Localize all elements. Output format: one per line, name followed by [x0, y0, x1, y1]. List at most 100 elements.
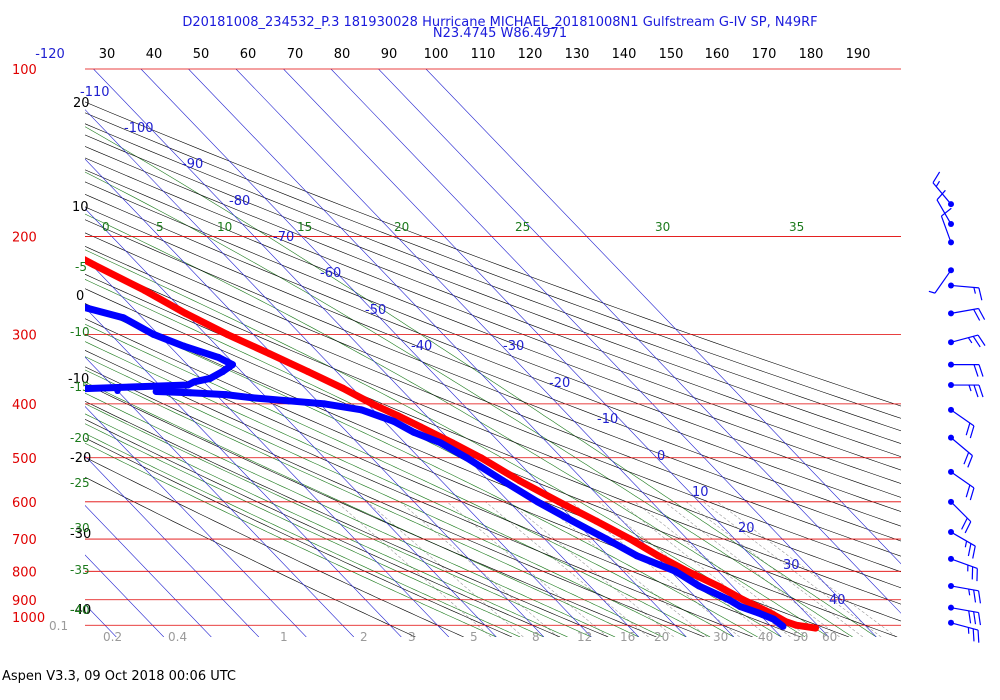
- mixing-ratio-label: 60: [822, 630, 837, 644]
- wind-barb-staff: [950, 284, 979, 289]
- wind-barb-flag: [932, 171, 941, 184]
- wind-barb: [948, 434, 974, 468]
- wind-barb-flag: [968, 610, 972, 624]
- dewpoint-profile-upper-point: [150, 330, 158, 338]
- wind-barb-flag: [965, 484, 971, 498]
- mixing-ratio-line: [509, 501, 674, 637]
- moist-adiabat-label: 15: [297, 220, 312, 234]
- isotherm-line: [0, 69, 21, 637]
- dewpoint-profile-upper-point: [69, 301, 76, 308]
- top-scale-label: 180: [799, 47, 824, 62]
- wind-barb-flag: [965, 422, 971, 436]
- moist-adiabat-line: [85, 433, 521, 637]
- wind-barb-staff: [950, 334, 979, 343]
- dry-adiabat-line: [85, 181, 901, 498]
- isotherm-line: [140, 69, 687, 637]
- isotherm-label: 40: [829, 593, 846, 608]
- mixing-ratio-label: 20: [654, 630, 669, 644]
- mixing-ratio-label: 5: [470, 630, 478, 644]
- top-scale-label: 30: [99, 47, 116, 62]
- isotherm-line: [85, 109, 592, 637]
- isotherm-label: -20: [549, 376, 570, 391]
- dewpoint-profile-point: [633, 552, 641, 560]
- dewpoint-profile-point: [779, 622, 787, 630]
- top-scale-label: -120: [35, 47, 65, 62]
- dry-adiabat-line: [85, 366, 705, 637]
- dewpoint-profile-point: [569, 517, 577, 525]
- mixing-ratio-label: 30: [713, 630, 728, 644]
- moist-adiabat-label: 25: [515, 220, 530, 234]
- dry-adiabat-line: [85, 246, 901, 573]
- dry-adiabat-line: [85, 112, 901, 419]
- temperature-profile-point: [0, 207, 3, 214]
- wind-barb-flag: [973, 611, 977, 625]
- temperature-profile-point: [714, 582, 722, 590]
- dry-adiabat-line: [85, 273, 901, 605]
- wind-barb-staff: [950, 531, 976, 547]
- temperature-profile-point: [626, 535, 634, 543]
- top-scale-label: 80: [334, 47, 351, 62]
- temperature-profile-point: [394, 412, 402, 420]
- mixing-ratio-label: 0.4: [168, 630, 187, 644]
- dry-adiabat-label: -20: [70, 451, 91, 466]
- wind-barb: [948, 555, 978, 582]
- wind-barb: [932, 171, 954, 208]
- wind-barb: [948, 498, 972, 534]
- dry-adiabat-line: [85, 123, 901, 432]
- temperature-profile-point: [516, 477, 524, 485]
- top-scale-label: 130: [565, 47, 590, 62]
- temperature-profile-point: [182, 309, 190, 317]
- chart-subtitle: N23.4745 W86.4971: [432, 26, 568, 41]
- dry-adiabat-line: [85, 219, 901, 542]
- wind-barb-staff: [950, 409, 975, 427]
- moist-adiabat-label: 10: [217, 220, 232, 234]
- mixing-ratio-label: 8: [532, 630, 540, 644]
- dry-adiabat-label: 10: [72, 200, 89, 215]
- isotherm-line: [85, 603, 117, 637]
- top-scale-label: 150: [659, 47, 684, 62]
- isotherm-line: [85, 257, 450, 637]
- dry-adiabat-line: [85, 288, 901, 622]
- moist-adiabat-label: -5: [75, 260, 87, 274]
- dewpoint-profile-point: [672, 567, 680, 575]
- isotherm-label: 30: [783, 558, 800, 573]
- pressure-tick-label: 800: [12, 565, 37, 580]
- isotherm-label: -10: [597, 412, 618, 427]
- temperature-profile-point: [141, 286, 149, 294]
- moist-adiabat-label: 0: [102, 220, 110, 234]
- dry-adiabat-line: [85, 400, 609, 637]
- wind-barb-flag: [941, 207, 952, 217]
- wind-barb-flag: [964, 521, 972, 534]
- wind-barb-flag: [978, 384, 984, 398]
- top-scale-label: 120: [518, 47, 543, 62]
- dry-adiabat-line: [85, 333, 802, 637]
- wind-barb: [948, 361, 984, 377]
- wind-barb-half-flag: [967, 337, 973, 344]
- footer-text: Aspen V3.3, 09 Oct 2018 00:06 UTC: [2, 669, 236, 684]
- temperature-profile-point: [90, 261, 98, 269]
- wind-barbs: [928, 171, 986, 643]
- dry-adiabat-line: [85, 157, 901, 471]
- dewpoint-profile-point: [437, 439, 445, 447]
- moist-adiabat-label: 20: [394, 220, 409, 234]
- dewpoint-profile-point: [725, 596, 733, 604]
- mixing-ratio-line: [618, 501, 791, 637]
- dry-adiabat-line: [85, 418, 561, 637]
- top-scale-label: 70: [287, 47, 304, 62]
- wind-barb-half-flag: [964, 540, 968, 548]
- moist-adiabat-label: 30: [655, 220, 670, 234]
- pressure-tick-label: 600: [12, 496, 37, 511]
- dewpoint-profile-point: [499, 477, 507, 485]
- wind-barb-flag: [967, 543, 972, 557]
- wind-barb-flag: [978, 308, 986, 320]
- mixing-ratio-line: [367, 501, 524, 637]
- dewpoint-profile-upper-point: [190, 378, 198, 386]
- dewpoint-profile-point: [285, 397, 293, 405]
- wind-barb-flag: [977, 590, 982, 604]
- dewpoint-profile-upper-point: [180, 342, 188, 350]
- mixing-ratio-label: 50: [793, 630, 808, 644]
- top-scale-label: 110: [471, 47, 496, 62]
- pressure-tick-label: 700: [12, 533, 37, 548]
- dewpoint-profile-point: [390, 417, 398, 425]
